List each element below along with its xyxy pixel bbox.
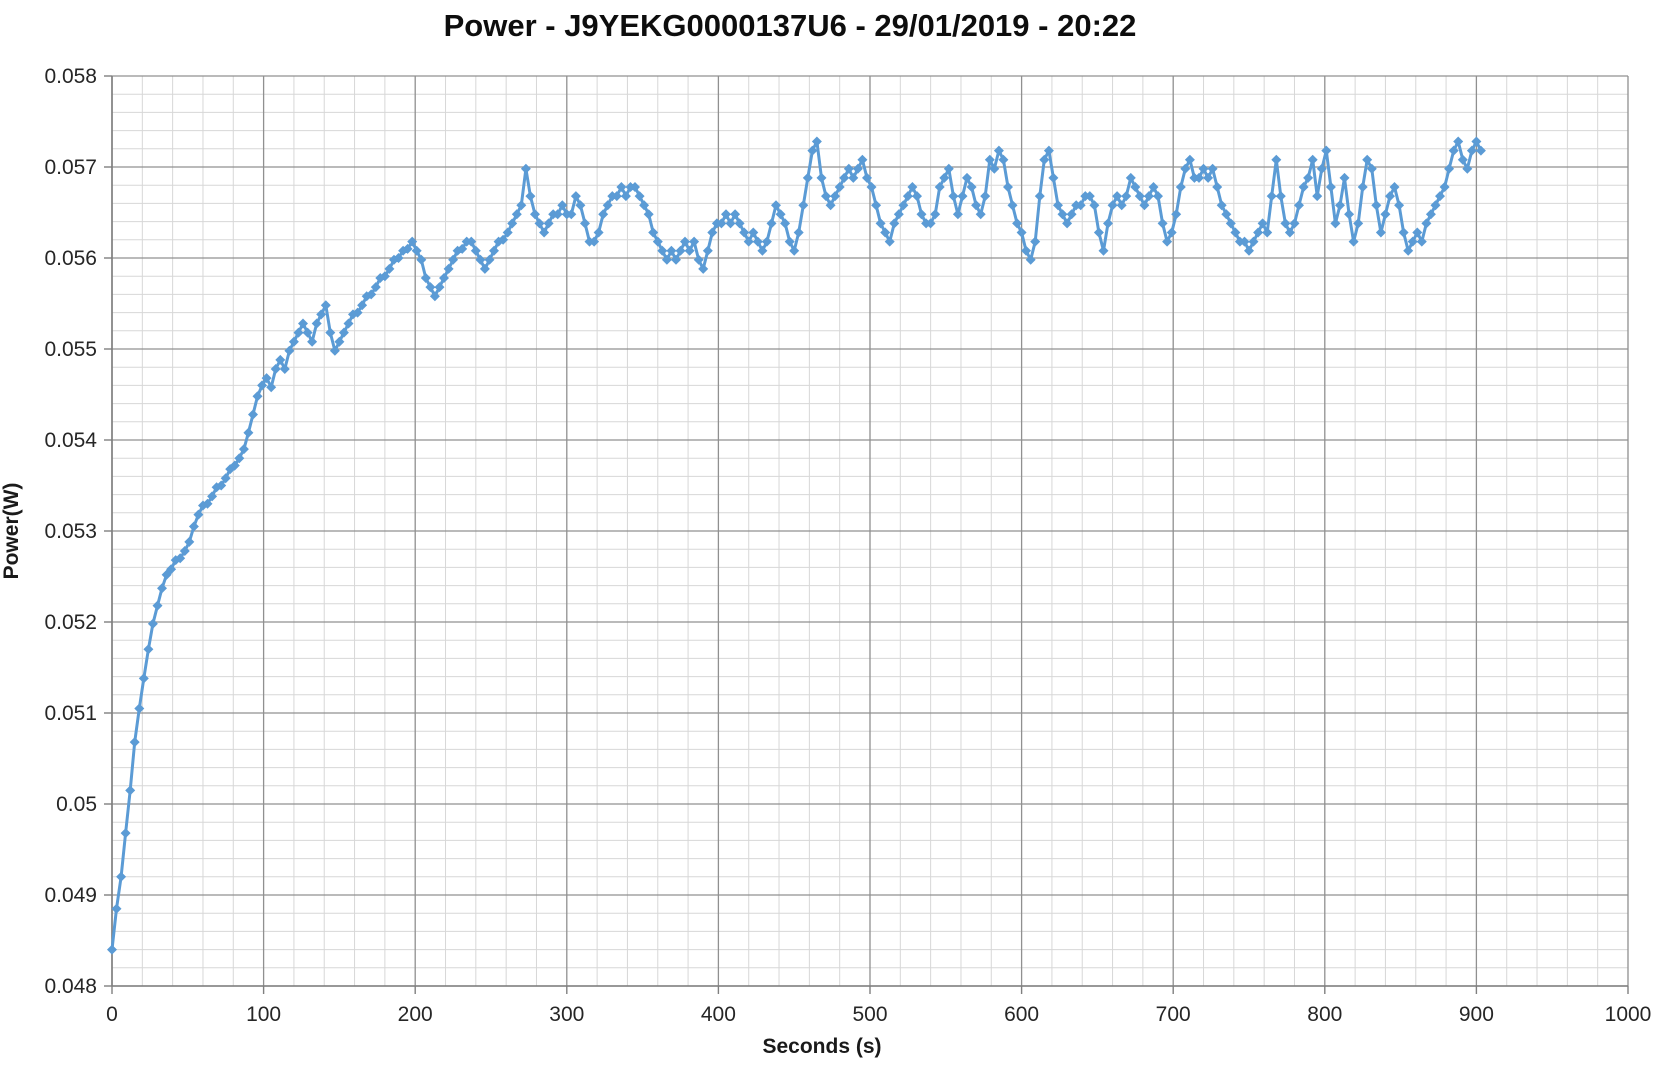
- x-tick-label: 100: [246, 1003, 281, 1026]
- x-tick-label: 900: [1459, 1003, 1494, 1026]
- data-series: [107, 136, 1486, 955]
- x-axis-title: Seconds (s): [762, 1035, 881, 1058]
- y-tick-label: 0.05: [56, 793, 97, 816]
- x-tick-label: 700: [1156, 1003, 1191, 1026]
- y-tick-label: 0.053: [44, 520, 97, 543]
- y-tick-label: 0.058: [44, 65, 97, 88]
- x-tick-label: 800: [1307, 1003, 1342, 1026]
- x-tick-label: 0: [106, 1003, 118, 1026]
- x-tick-label: 600: [1004, 1003, 1039, 1026]
- x-tick-label: 200: [398, 1003, 433, 1026]
- y-tick-label: 0.052: [44, 611, 97, 634]
- y-tick-label: 0.051: [44, 702, 97, 725]
- x-axis-tick-labels: 0 100 200 300 400 500 600 700 800 900 1000: [106, 1003, 1651, 1026]
- x-tick-label: 500: [852, 1003, 887, 1026]
- tick-marks: [104, 75, 1629, 994]
- y-tick-label: 0.055: [44, 338, 97, 361]
- y-tick-label: 0.049: [44, 884, 97, 907]
- series-markers: [107, 136, 1486, 955]
- x-tick-label: 300: [549, 1003, 584, 1026]
- series-line: [110, 140, 1483, 952]
- chart-title: Power - J9YEKG0000137U6 - 29/01/2019 - 2…: [444, 8, 1137, 43]
- x-tick-label: 400: [701, 1003, 736, 1026]
- x-tick-label: 1000: [1605, 1003, 1652, 1026]
- y-axis-tick-labels: 0.048 0.049 0.05 0.051 0.052 0.053 0.054 0.055 0…: [44, 65, 97, 998]
- y-tick-label: 0.048: [44, 975, 97, 998]
- y-tick-label: 0.054: [44, 429, 97, 452]
- y-tick-label: 0.056: [44, 247, 97, 270]
- y-tick-label: 0.057: [44, 156, 97, 179]
- y-axis-title: Power(W): [0, 483, 23, 580]
